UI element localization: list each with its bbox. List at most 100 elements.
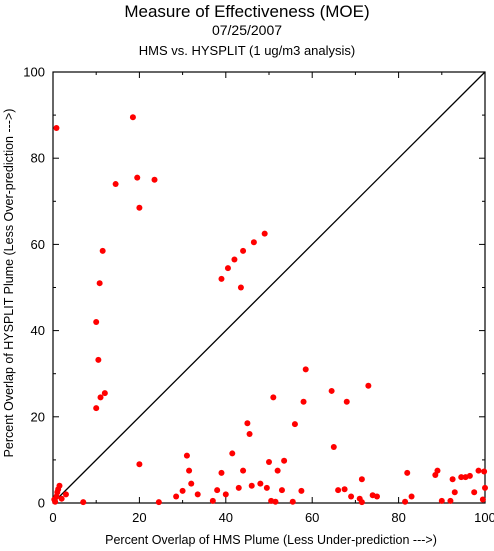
data-point [248,482,255,489]
data-point [466,472,473,479]
data-point [58,495,65,502]
data-point [229,450,236,457]
data-point [56,482,63,489]
data-point [250,239,257,246]
data-point [343,398,350,405]
y-tick-label: 20 [31,409,45,424]
data-point [263,484,270,491]
data-point [62,491,69,498]
data-point [257,480,264,487]
data-point [471,489,478,496]
data-point [194,491,201,498]
x-axis-label: Percent Overlap of HMS Plume (Less Under… [105,533,437,547]
data-point [341,486,348,493]
data-point [209,497,216,504]
data-point [481,468,488,475]
data-point [408,493,415,500]
data-point [51,496,58,503]
data-point [274,467,281,474]
data-point [155,499,162,506]
data-point [434,467,441,474]
x-tick-label: 80 [391,510,405,525]
data-point [261,230,268,237]
data-point [218,275,225,282]
data-point [330,443,337,450]
data-point [80,499,87,506]
data-point [449,476,456,483]
data-point [244,420,251,427]
x-tick-label: 100 [474,510,494,525]
data-point [447,497,454,504]
y-axis-label: Percent Overlap of HYSPLIT Plume (Less O… [2,109,16,458]
data-point [214,487,221,494]
y-tick-label: 100 [23,65,45,80]
data-point [270,394,277,401]
data-point [358,499,365,506]
data-point [240,467,247,474]
data-point [475,467,482,474]
data-point [222,491,229,498]
x-tick-label: 60 [305,510,319,525]
data-point [101,390,108,397]
data-point [289,498,296,505]
y-tick-label: 0 [38,496,45,511]
data-point [235,484,242,491]
data-point [237,284,244,291]
x-tick-label: 0 [49,510,56,525]
data-point [95,356,102,363]
data-point [451,489,458,496]
point-layer [51,114,488,506]
data-point [479,496,486,503]
one-to-one-line [52,71,486,504]
data-point [272,498,279,505]
chart-subtitle-analysis: HMS vs. HYSPLIT (1 ug/m3 analysis) [138,43,356,58]
data-point [298,487,305,494]
axis-layer: 0 20 40 60 80 100 0 20 40 60 80 100 [23,65,494,526]
y-tick-label: 80 [31,151,45,166]
data-point [183,452,190,459]
data-point [218,469,225,476]
data-point [300,398,307,405]
data-point [93,318,100,325]
x-tick-label: 20 [132,510,146,525]
data-point [291,421,298,428]
data-point [136,204,143,211]
data-point [173,493,180,500]
data-point [404,469,411,476]
data-point [335,487,342,494]
data-point [328,387,335,394]
data-point [188,480,195,487]
data-point [278,487,285,494]
chart-subtitle-date: 07/25/2007 [211,22,283,38]
data-point [186,467,193,474]
data-point [266,459,272,466]
data-point [365,382,372,389]
data-point [458,474,465,481]
data-point [112,181,119,188]
data-point [151,176,158,183]
data-point [97,394,104,401]
data-point [93,405,100,412]
data-point [96,280,103,287]
data-point [240,247,247,254]
y-tick-label: 60 [31,237,45,252]
data-point [134,174,141,181]
data-point [224,265,231,272]
x-tick-label: 40 [219,510,233,525]
y-tick-label: 40 [31,323,45,338]
data-point [129,114,136,121]
data-point [246,431,253,438]
data-point [231,256,238,263]
data-point [374,493,380,500]
data-point [358,476,365,483]
data-point [281,457,288,464]
data-point [179,487,186,494]
chart-title: Measure of Effectiveness (MOE) [124,2,370,21]
data-point [348,493,355,500]
data-point [136,461,143,468]
data-point [438,497,445,504]
data-point [402,498,409,505]
data-point [302,366,309,373]
data-point [482,484,488,491]
